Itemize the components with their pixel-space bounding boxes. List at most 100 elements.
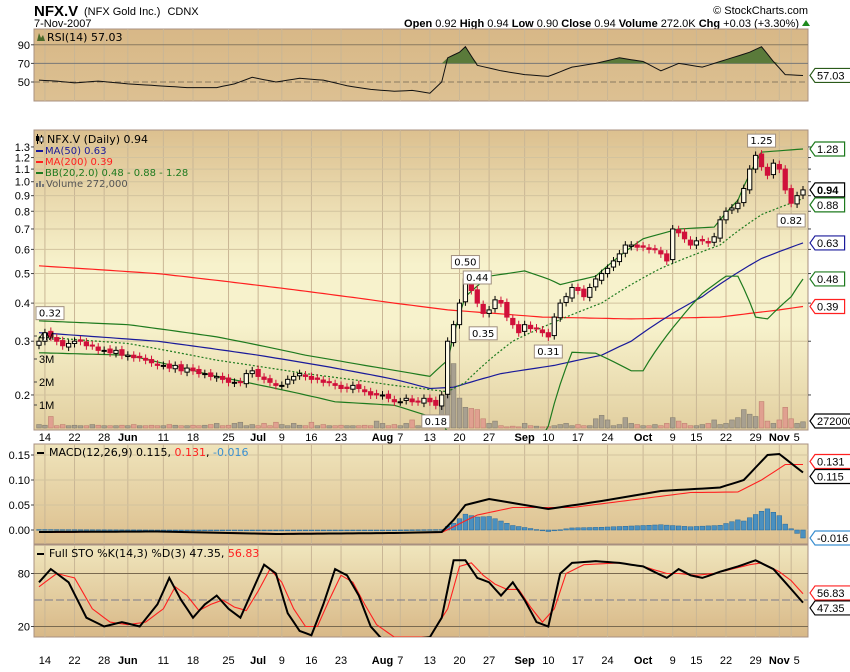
macd-value-tag: 0.131 — [817, 457, 845, 469]
date-tick-label: 13 — [424, 432, 436, 444]
price-annotation: 1.25 — [750, 136, 772, 147]
candle-up — [403, 397, 409, 401]
candle-down — [338, 384, 344, 389]
macd-histogram-bar — [681, 526, 688, 531]
macd-histogram-bar — [421, 529, 427, 531]
volume-bar — [598, 415, 605, 429]
volume-bar — [510, 425, 516, 429]
date-tick-label: 22 — [720, 655, 732, 667]
macd-histogram-bar — [89, 529, 95, 531]
macd-histogram-bar — [474, 516, 480, 531]
macd-value-tag-box — [809, 468, 850, 485]
volume-bar — [681, 423, 688, 429]
macd-tick-label: 0.15 — [9, 450, 30, 462]
date-tick-label: 18 — [187, 655, 199, 667]
candle-down — [788, 188, 794, 204]
candle-down — [474, 289, 480, 304]
volume-bar — [462, 406, 469, 429]
price-annotation-box — [747, 133, 777, 148]
macd-histogram-bar — [350, 529, 356, 532]
volume-bar — [326, 425, 332, 429]
volume-bar — [415, 425, 421, 429]
candle-up — [599, 273, 605, 281]
ma50-line — [38, 242, 804, 390]
macd-histogram-bar — [510, 525, 516, 531]
macd-histogram-bar — [551, 529, 557, 532]
volume-bar — [652, 424, 658, 429]
macd-tick-label: 0.00 — [9, 525, 30, 537]
macd-histogram-bar — [125, 529, 131, 531]
volume-bar — [48, 416, 54, 429]
candle-up — [397, 401, 403, 404]
volume-bar — [320, 424, 326, 429]
macd-histogram-bar — [622, 526, 628, 531]
price-tick-label: 0.3 — [15, 336, 30, 348]
macd-histogram-bar — [190, 529, 196, 532]
candle-down — [95, 346, 101, 351]
volume-bar — [658, 425, 664, 429]
candle-up — [569, 287, 575, 299]
sto-value-tag-box — [809, 585, 850, 601]
volume-bar — [391, 424, 398, 429]
volume-bar — [119, 424, 125, 429]
volume-bar — [670, 417, 676, 429]
volume-bar — [616, 424, 623, 429]
date-tick-label: Sep — [515, 655, 535, 667]
macd-histogram-bar — [225, 529, 232, 532]
candle-down — [320, 379, 326, 383]
candle-down — [504, 301, 510, 318]
volume-bar — [450, 363, 457, 429]
macd-histogram-bar — [291, 529, 297, 532]
price-annotation: 0.18 — [425, 417, 447, 428]
macd-histogram-bar — [782, 523, 788, 531]
macd-histogram-bar — [658, 524, 664, 531]
macd-value-tag: -0.016 — [817, 533, 848, 545]
date-tick-label: 20 — [453, 432, 465, 444]
date-tick-label: Sep — [515, 432, 535, 444]
macd-histogram-bar — [599, 527, 605, 531]
volume-bar — [788, 418, 794, 429]
volume-bar — [314, 425, 321, 429]
candle-up — [752, 154, 759, 170]
date-tick-label: Oct — [634, 655, 653, 667]
candle-down — [131, 354, 137, 359]
macd-histogram-bar — [385, 529, 392, 532]
volume-bar — [255, 425, 261, 429]
macd-histogram-bar — [504, 523, 510, 531]
macd-histogram-bar — [77, 529, 84, 531]
rsi-legend-icon — [37, 33, 45, 41]
volume-bar — [397, 425, 403, 429]
volume-bar — [604, 419, 611, 429]
macd-histogram-bar — [664, 524, 670, 531]
macd-histogram-bar — [273, 529, 279, 532]
volume-bar — [539, 426, 546, 429]
volume-bar — [776, 419, 782, 429]
bb-upper-line — [38, 148, 804, 378]
macd-histogram-bar — [539, 529, 546, 532]
candle-down — [267, 378, 273, 383]
macd-histogram-bar — [764, 508, 771, 531]
macd-histogram-bar — [285, 529, 291, 532]
macd-histogram-bar — [693, 526, 700, 531]
date-tick-label: Nov — [769, 655, 791, 667]
candle-up — [279, 384, 285, 387]
candle-down — [77, 339, 84, 342]
macd-histogram-bar — [231, 529, 238, 532]
candle-down — [664, 253, 670, 262]
volume-bar — [308, 421, 315, 429]
macd-histogram-bar — [107, 529, 113, 531]
date-tick-label: 5 — [794, 655, 800, 667]
ma200-line — [38, 265, 804, 320]
macd-histogram-bar — [676, 525, 682, 531]
candle-up — [593, 278, 599, 288]
volume-bar — [148, 424, 155, 429]
macd-histogram-bar — [202, 529, 208, 532]
date-tick-label: 28 — [98, 655, 110, 667]
price-annotation: 0.44 — [466, 273, 488, 284]
volume-bar — [634, 424, 640, 429]
volume-bar — [184, 425, 190, 429]
volume-bar — [125, 425, 131, 429]
volume-value-tag: 272000 — [817, 416, 850, 428]
price-value-tag: 1.28 — [817, 144, 838, 156]
macd-histogram-bar — [196, 529, 202, 532]
